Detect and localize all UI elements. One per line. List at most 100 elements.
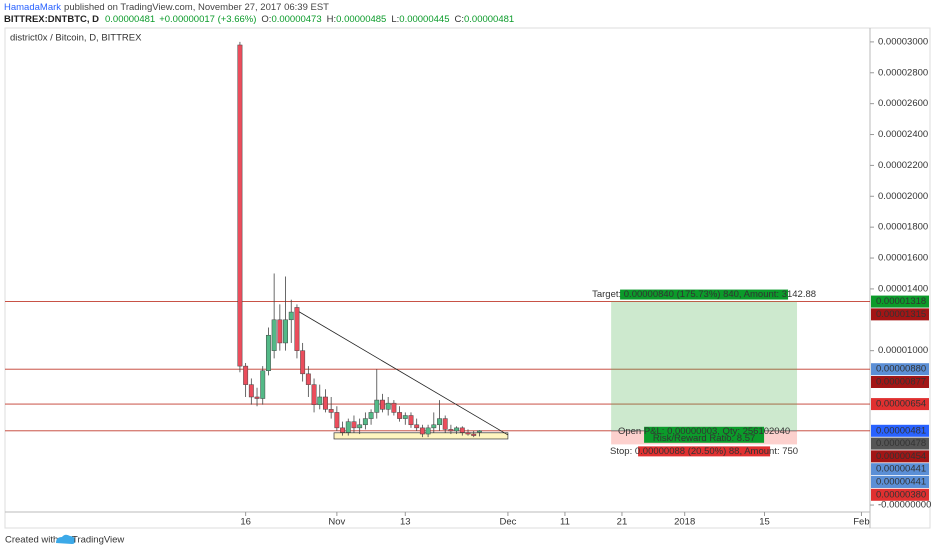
price-label-box [871, 295, 929, 308]
published: published on TradingView.com, November 2… [64, 2, 329, 13]
x-tick-label: Feb [853, 517, 869, 528]
author[interactable]: HamadaMark [4, 2, 61, 13]
y-tick-label: 0.00002200 [878, 160, 928, 171]
candle-body [442, 418, 448, 430]
x-tick-label: 13 [400, 517, 411, 528]
y-tick-label: 0.00002600 [878, 98, 928, 109]
ohlc-value: 0.00000485 [336, 14, 386, 25]
price-label: 0.00000481 [876, 425, 926, 436]
ohlc-key: H: [327, 14, 337, 25]
candle-body [362, 418, 368, 426]
y-tick-label: -0.00000000 [878, 500, 931, 511]
candle-body [408, 415, 414, 426]
candle-body [397, 412, 403, 419]
chart-title: district0x / Bitcoin, D, BITTREX [10, 33, 142, 44]
y-tick-label: 0.00001400 [878, 283, 928, 294]
candle-body [340, 427, 346, 433]
symbol: BITTREX:DNTBTC, D [4, 14, 99, 25]
price-label: 0.00001315 [876, 309, 926, 320]
price-label: 0.00000877 [876, 377, 926, 388]
x-tick-label: Dec [499, 517, 516, 528]
x-tick-label: 16 [240, 517, 251, 528]
candle-body [311, 384, 317, 405]
ohlc-key: O: [261, 14, 271, 25]
price-label-box [871, 463, 929, 476]
price-label: 0.00000478 [876, 438, 926, 449]
ohlc-key: C: [454, 14, 464, 25]
candle-body [323, 396, 328, 410]
pnl-text: Open P&L: 0.00000003, Qty: 256102040 [618, 426, 790, 437]
price-label: 0.00000454 [876, 451, 926, 462]
y-tick-label: 0.00002400 [878, 129, 928, 140]
candle-body [391, 402, 397, 413]
candle-body [260, 370, 266, 399]
candle-body [277, 319, 283, 344]
y-tick-label: 0.00001600 [878, 253, 928, 264]
price-label-box [871, 488, 929, 501]
stop-box [638, 446, 771, 457]
candle-body [459, 427, 465, 433]
price-label-box [871, 475, 929, 488]
x-tick-label: 11 [560, 517, 570, 528]
y-tick-label: 0.00003000 [878, 36, 928, 47]
price-change: +0.00000017 (+3.66%) [159, 14, 256, 25]
last-price: 0.00000481 [105, 14, 155, 25]
price-label-box [871, 375, 929, 388]
price-label-box [871, 437, 929, 450]
candle-body [288, 311, 294, 321]
price-label: 0.00000880 [876, 364, 926, 375]
rr-text: Risk/Reward Ratio: 8.57 [653, 433, 755, 444]
ohlc-key: L: [391, 14, 399, 25]
price-label: 0.00000380 [876, 489, 926, 500]
y-tick-label: 0.00002000 [878, 191, 928, 202]
candle-body [425, 427, 431, 435]
candle-body [265, 334, 271, 371]
candle-body [334, 412, 340, 429]
price-label-box [871, 424, 929, 437]
candle-body [328, 409, 334, 413]
x-tick-label: Nov [328, 517, 345, 528]
candle-body [345, 421, 351, 433]
footer-brand[interactable]: TradingView [72, 535, 124, 546]
candle-body [317, 396, 323, 405]
footer-created: Created with [5, 535, 58, 546]
price-label-box [871, 308, 929, 321]
x-tick-label: 2018 [674, 517, 695, 528]
candle-body [254, 396, 260, 399]
candle-body [419, 427, 425, 435]
x-tick-label: 15 [759, 517, 770, 528]
candle-body [283, 319, 288, 344]
candle-body [368, 412, 374, 419]
y-tick-label: 0.00002800 [878, 67, 928, 78]
candle-body [351, 421, 357, 429]
candle-body [471, 433, 477, 436]
chart-frame [4, 27, 931, 529]
price-label: 0.00000441 [876, 464, 926, 475]
candle-body [271, 319, 277, 351]
tv-logo [56, 534, 75, 544]
candle-body [437, 418, 442, 426]
target-box [620, 289, 789, 300]
candle-body [431, 424, 437, 429]
candle-body [300, 350, 306, 375]
candle-body [243, 365, 249, 385]
ohlc-value: 0.00000481 [464, 14, 514, 25]
symbol-line: BITTREX:DNTBTC, D 0.00000481 +0.00000017 (… [4, 14, 514, 25]
candle-body [454, 427, 460, 432]
candle-body [380, 399, 385, 410]
price-label: 0.00000654 [876, 399, 926, 410]
header-line: HamadaMark published on TradingView.com, … [4, 2, 329, 13]
candle-body [248, 384, 254, 398]
candle-body [414, 424, 420, 429]
candle-body [374, 399, 380, 413]
price-label-box [871, 363, 929, 376]
candle-body [294, 307, 300, 351]
price-label-box [871, 450, 929, 463]
candle-body [385, 402, 391, 410]
candle-body [402, 415, 408, 419]
candle-body [357, 424, 363, 429]
trendline [296, 310, 509, 436]
candle-body [448, 429, 454, 432]
candle-body [465, 432, 471, 435]
